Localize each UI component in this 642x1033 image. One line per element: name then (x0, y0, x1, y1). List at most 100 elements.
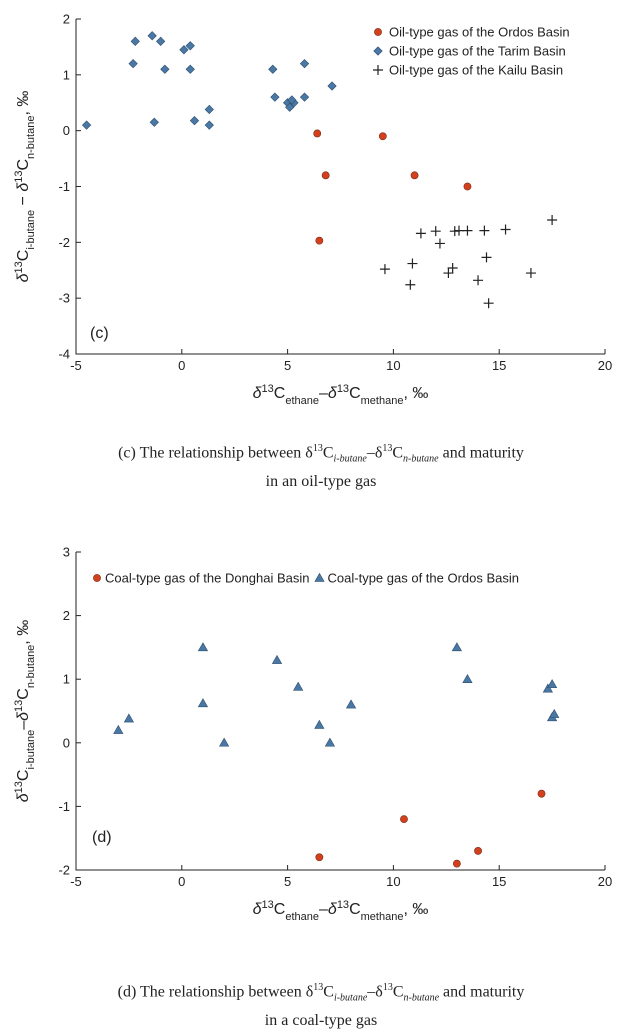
chart-d-y-axis-title: δ13Ci-butane–δ13Cn-butane, ‰ (13, 620, 37, 802)
chart-d-x-tick-label: -5 (70, 874, 82, 889)
series-coal-type-gas-of-the-ordos-basin (113, 642, 560, 747)
legend-label-coal-type-gas-of-the-donghai-basin: Coal-type gas of the Donghai Basin (105, 571, 310, 586)
data-point (525, 268, 536, 279)
data-point (324, 737, 336, 747)
chart-d-x-tick-label: 0 (178, 874, 185, 889)
chart-d-panel-label: (d) (92, 829, 112, 846)
chart-d-legend: Coal-type gas of the Donghai Basin Coal-t… (93, 571, 519, 586)
data-point (149, 117, 159, 127)
chart-d-y-tick-label: 1 (63, 672, 70, 687)
chart-c-axes: -5 0 5 10 15 20 -4 -3 -2 -1 0 1 2 (58, 12, 612, 374)
legend-marker-oil-type-gas-of-the-ordos-basin (374, 28, 382, 36)
legend-label-coal-type-gas-of-the-ordos-basin: Coal-type gas of the Ordos Basin (328, 571, 520, 586)
data-point (270, 92, 280, 102)
chart-c-y-axis-title: δ13Ci-butane − δ13Cn-butane, ‰ (13, 91, 37, 283)
chart-c-y-tick-label: 2 (63, 12, 70, 27)
legend-marker-coal-type-gas-of-the-ordos-basin (314, 572, 325, 582)
data-point (299, 59, 310, 69)
data-point (452, 859, 461, 868)
data-point (321, 171, 330, 180)
chart-c-x-tick-label: 5 (284, 358, 291, 373)
legend-marker-coal-type-gas-of-the-donghai-basin (93, 574, 101, 582)
data-point (549, 708, 560, 718)
data-point (299, 92, 310, 102)
chart-d-x-tick-label: 5 (284, 874, 291, 889)
chart-c-legend: Oil-type gas of the Ordos Basin Oil-type … (373, 25, 570, 78)
data-point (410, 171, 419, 180)
chart-c: -5 0 5 10 15 20 -4 -3 -2 -1 0 1 2 δ13Cethane–δ13Cmeth… (0, 0, 642, 510)
data-point (407, 258, 418, 269)
data-point (123, 713, 135, 723)
data-point (197, 642, 209, 652)
chart-d-caption: (d) The relationship between δ13Ci-butan… (0, 977, 642, 1032)
data-point (128, 59, 138, 69)
data-point (327, 81, 337, 91)
chart-d-x-tick-label: 15 (492, 874, 506, 889)
chart-c-x-tick-label: 0 (178, 358, 185, 373)
chart-d-caption-line1: (d) The relationship between δ13Ci-butan… (117, 982, 525, 1004)
data-point (481, 252, 492, 263)
data-point (379, 264, 390, 275)
data-point (293, 681, 304, 691)
legend-label-oil-type-gas-of-the-ordos-basin: Oil-type gas of the Ordos Basin (389, 25, 570, 40)
data-point (547, 215, 558, 225)
data-point (185, 64, 195, 74)
data-point (314, 719, 325, 729)
data-point (453, 225, 464, 236)
chart-d-x-axis-title: δ13Cethane–δ13Cmethane, ‰ (253, 899, 429, 923)
chart-d-x-tick-label: 20 (598, 874, 612, 889)
chart-d-x-tick-label: 10 (386, 874, 400, 889)
data-point (113, 724, 124, 734)
data-point (160, 64, 170, 74)
series-coal-type-gas-of-the-donghai-basin (315, 789, 546, 868)
data-point (415, 228, 426, 239)
data-point (430, 226, 441, 237)
data-point (179, 45, 189, 55)
data-point (313, 129, 322, 138)
data-point (447, 263, 458, 274)
chart-c-y-tick-label: 0 (63, 123, 70, 138)
data-point (479, 225, 490, 236)
chart-d-axes: -5 0 5 10 15 20 -2 -1 0 1 2 3 (58, 545, 612, 890)
series-oil-type-gas-of-the-kailu-basin (379, 215, 558, 309)
chart-c-caption: (c) The relationship between δ13Ci-butan… (0, 438, 642, 493)
chart-c-y-tick-label: -4 (58, 347, 70, 362)
data-point (405, 279, 416, 290)
data-point (378, 132, 387, 141)
data-point (147, 31, 157, 41)
chart-d-y-tick-label: 3 (63, 545, 70, 560)
chart-d-y-tick-label: -2 (58, 863, 70, 878)
chart-c-x-axis-title: δ13Cethane–δ13Cmethane, ‰ (253, 383, 429, 407)
legend-label-oil-type-gas-of-the-kailu-basin: Oil-type gas of the Kailu Basin (389, 63, 563, 78)
data-point (315, 236, 324, 245)
data-point (189, 115, 200, 126)
data-point (542, 683, 553, 693)
data-point (462, 225, 473, 236)
data-point (400, 815, 408, 824)
chart-c-caption-line2: in an oil-type gas (265, 472, 377, 490)
data-point (219, 737, 230, 747)
chart-c-y-tick-label: -2 (58, 235, 70, 250)
data-point (268, 64, 278, 74)
data-point (451, 642, 462, 652)
data-point (156, 36, 166, 46)
data-point (463, 182, 472, 191)
data-point (537, 789, 546, 798)
chart-c-plot: -5 0 5 10 15 20 -4 -3 -2 -1 0 1 2 δ13Cethane–δ13Cmeth… (13, 12, 612, 408)
series-oil-type-gas-of-the-ordos-basin (313, 129, 472, 245)
data-point (483, 298, 494, 309)
chart-d-y-tick-label: 0 (63, 735, 70, 750)
chart-c-x-tick-label: 20 (598, 358, 612, 373)
chart-d-y-tick-label: 2 (63, 608, 70, 623)
chart-c-x-tick-label: 15 (492, 358, 506, 373)
data-point (434, 238, 445, 249)
legend-label-oil-type-gas-of-the-tarim-basin: Oil-type gas of the Tarim Basin (389, 44, 566, 59)
series-oil-type-gas-of-the-tarim-basin (81, 31, 337, 130)
data-point (443, 268, 454, 279)
chart-d-plot: -5 0 5 10 15 20 -2 -1 0 1 2 3 δ13Cethane–δ13Cmethane… (13, 545, 612, 924)
chart-c-y-tick-label: -3 (58, 291, 70, 306)
data-point (473, 275, 484, 286)
chart-d-y-tick-label: -1 (58, 799, 70, 814)
data-point (345, 699, 357, 709)
data-point (130, 36, 140, 46)
